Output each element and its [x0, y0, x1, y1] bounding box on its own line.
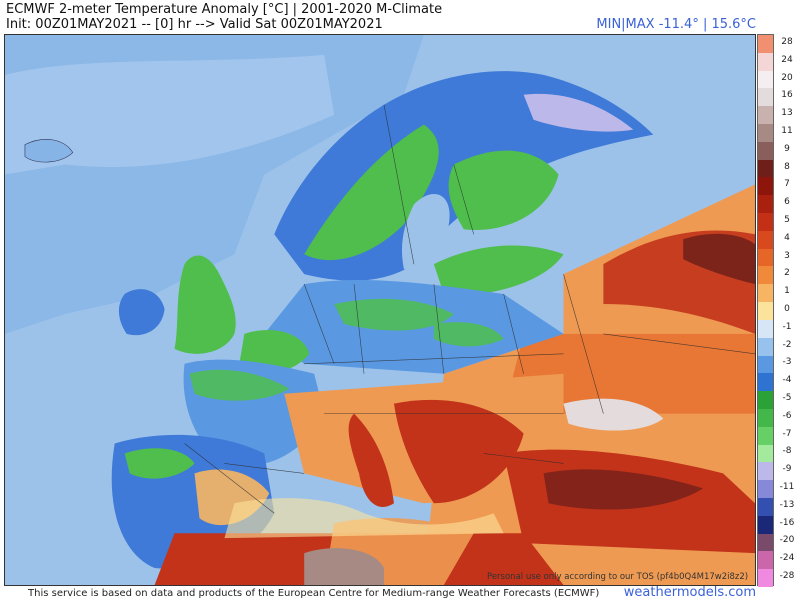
legend-swatch — [758, 141, 773, 161]
legend-swatch — [758, 373, 773, 392]
legend-swatch — [758, 355, 773, 374]
legend-label: 28 — [781, 36, 793, 47]
turkey-dark — [543, 469, 704, 510]
legend-label: -20 — [779, 535, 795, 546]
legend-label: 0 — [784, 304, 790, 314]
balkans-hot — [393, 399, 524, 504]
disclaimer: Personal use only according to our TOS (… — [487, 572, 749, 582]
legend-label: -11 — [779, 482, 795, 493]
legend-swatch — [758, 213, 773, 232]
legend-label: -28 — [779, 571, 795, 582]
legend-label: -3 — [782, 357, 792, 368]
legend-label: 2 — [784, 268, 790, 279]
legend-swatch — [758, 70, 773, 89]
legend-swatch — [758, 426, 773, 446]
baltic-green — [433, 245, 564, 296]
legend-swatch — [758, 266, 773, 285]
legend-label: 4 — [784, 232, 790, 243]
legend-swatch — [758, 444, 773, 463]
legend-swatch — [758, 337, 773, 356]
legend-swatch — [758, 284, 773, 303]
legend-swatch — [758, 302, 773, 321]
legend-swatch — [758, 230, 773, 250]
legend-label: -9 — [782, 464, 792, 475]
scandinavia-green — [304, 124, 439, 261]
poland-green — [433, 322, 504, 347]
italy-hot — [348, 413, 394, 508]
finland-green — [448, 150, 559, 231]
legend-label: 3 — [784, 250, 790, 261]
legend-label: 7 — [784, 179, 790, 190]
legend-label: 6 — [784, 197, 790, 208]
legend-label: 9 — [784, 143, 790, 154]
legend-swatch — [758, 515, 773, 535]
minmax-readout: MIN|MAX -11.4° | 15.6°C — [596, 17, 756, 32]
legend-swatch — [758, 551, 773, 570]
legend-swatch — [758, 124, 773, 143]
iceland — [24, 139, 74, 163]
legend-label: 24 — [781, 54, 793, 65]
central-green — [334, 298, 454, 331]
legend-swatch — [758, 497, 773, 517]
legend-swatch — [758, 195, 773, 214]
legend-label: 20 — [781, 72, 793, 83]
legend-swatch — [758, 52, 773, 72]
source-note: This service is based on data and produc… — [28, 588, 600, 599]
legend-swatch — [758, 569, 773, 588]
legend-swatch — [758, 391, 773, 410]
legend-label: -2 — [782, 339, 792, 350]
legend-swatch — [758, 319, 773, 339]
legend-label: -8 — [782, 446, 792, 457]
legend-label: 11 — [781, 125, 793, 136]
legend-swatch — [758, 106, 773, 125]
map-subtitle: Init: 00Z01MAY2021 -- [0] hr --> Valid S… — [6, 17, 383, 32]
anomaly-map — [4, 34, 756, 586]
country-borders — [184, 104, 755, 514]
lapland-purple — [523, 93, 634, 132]
legend-swatch — [758, 533, 773, 552]
legend-swatch — [758, 177, 773, 196]
black-sea — [563, 398, 664, 431]
sahara-grey — [304, 548, 384, 585]
legend-label: -13 — [779, 499, 795, 510]
legend-label: 16 — [781, 90, 793, 101]
iberia-green — [124, 448, 195, 479]
site-link[interactable]: weathermodels.com — [623, 585, 756, 600]
legend-label: -1 — [782, 321, 792, 332]
legend-label: 1 — [784, 286, 790, 297]
legend-swatch — [758, 35, 773, 54]
legend-swatch — [758, 462, 773, 481]
baltic-sea — [401, 194, 450, 270]
legend-swatch — [758, 480, 773, 499]
color-legend — [757, 34, 774, 588]
map-canvas — [5, 35, 755, 585]
legend-swatch — [758, 408, 773, 428]
legend-swatch — [758, 88, 773, 107]
mediterranean-sea — [224, 498, 504, 539]
great-britain — [174, 255, 236, 354]
legend-label: -7 — [782, 428, 792, 439]
legend-label: 8 — [784, 161, 790, 172]
map-title: ECMWF 2-meter Temperature Anomaly [°C] |… — [6, 2, 443, 17]
legend-label: -24 — [779, 553, 795, 564]
legend-label: -5 — [782, 393, 792, 404]
legend-swatch — [758, 248, 773, 267]
legend-label: -16 — [779, 517, 795, 528]
legend-label: -6 — [782, 410, 792, 421]
benelux-green — [239, 330, 310, 373]
legend-swatch — [758, 159, 773, 178]
ireland — [118, 289, 165, 336]
north-atlantic-blue — [5, 54, 335, 175]
legend-label: -4 — [782, 375, 792, 386]
legend-label: 13 — [781, 108, 793, 119]
eastern-dark-core — [683, 233, 755, 285]
france-green — [189, 369, 290, 401]
east-mid-warm — [503, 333, 755, 414]
legend-label: 5 — [784, 214, 790, 225]
